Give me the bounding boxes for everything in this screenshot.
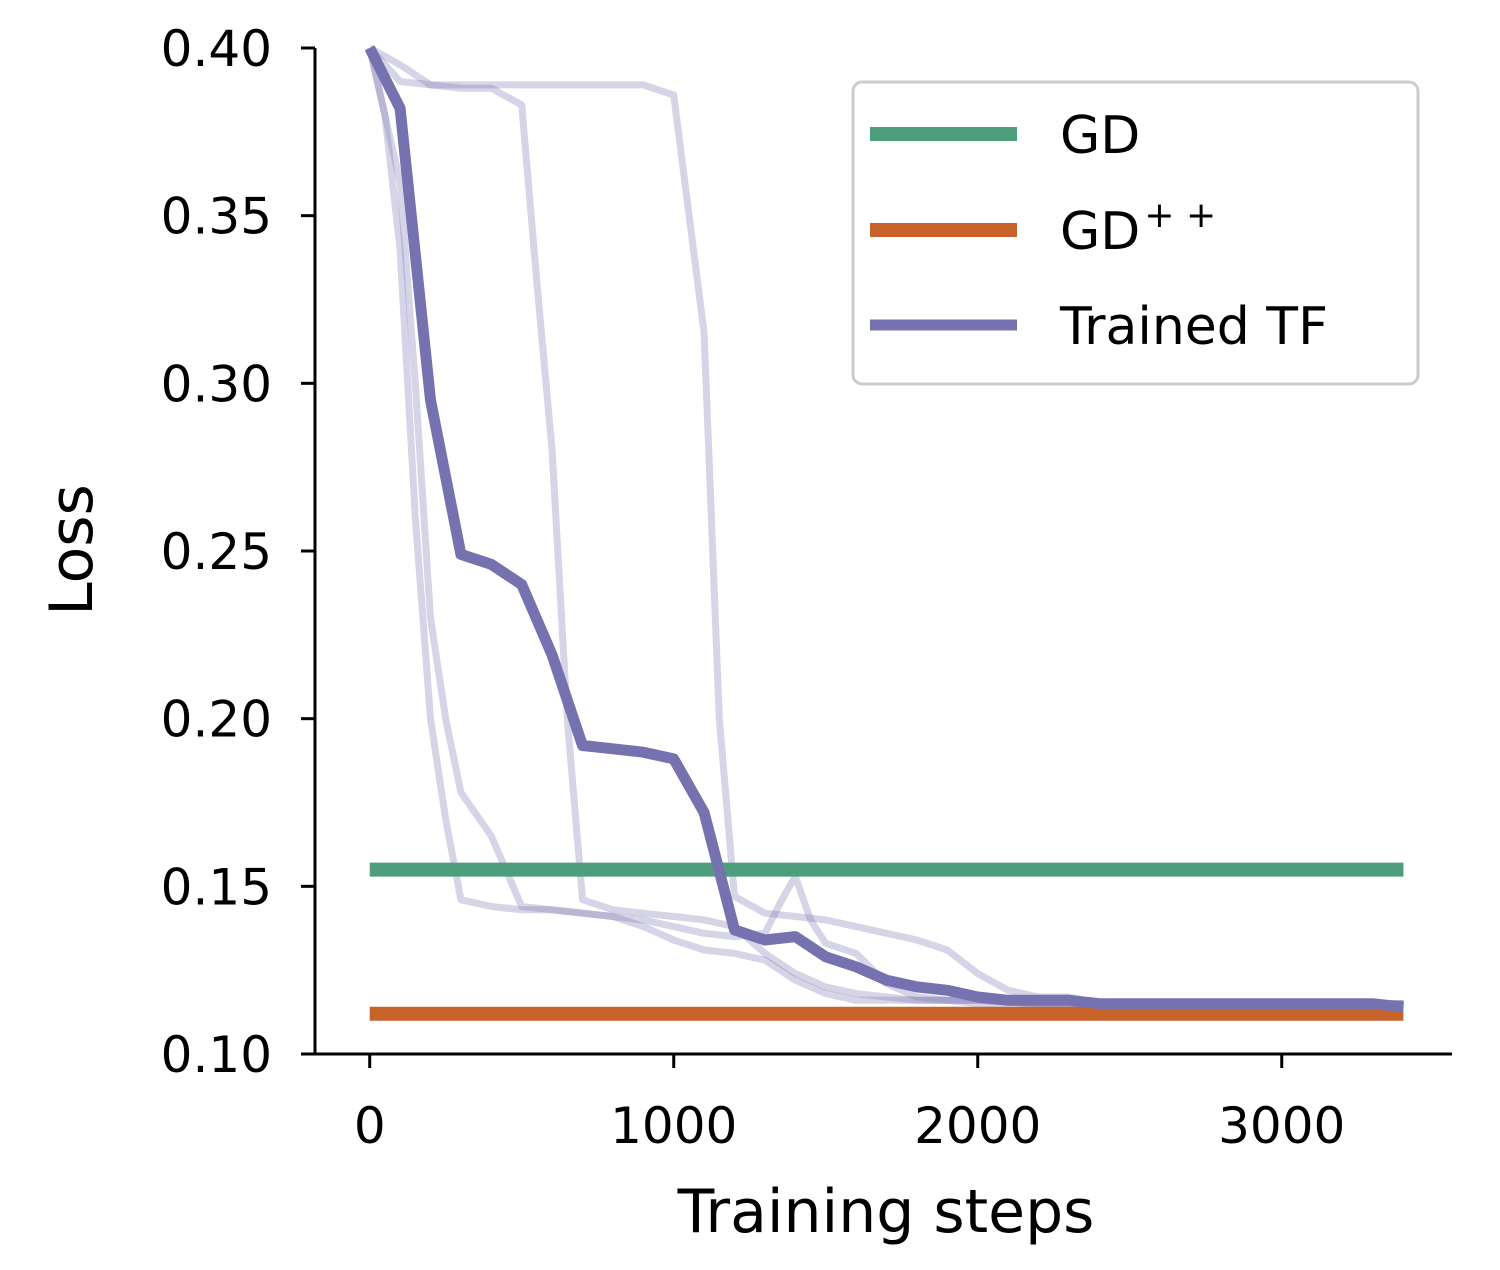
y-tick-label: 0.25 xyxy=(161,523,272,581)
y-axis-title: Loss xyxy=(37,484,107,616)
x-tick-label: 3000 xyxy=(1218,1097,1345,1155)
legend-label-superscript: + + xyxy=(1144,195,1216,236)
series-lines xyxy=(364,45,1405,1021)
y-tick-label: 0.40 xyxy=(161,20,272,78)
legend-label: GD xyxy=(1060,106,1140,166)
y-tick-label: 0.10 xyxy=(161,1026,272,1084)
tick-marks-and-labels: 0.10 0.15 0.20 0.25 0.30 0.35 0.40 0 1000 2000 300… xyxy=(161,20,1346,1155)
y-tick-label: 0.20 xyxy=(161,691,272,749)
x-tick-label: 0 xyxy=(354,1097,386,1155)
x-tick-label: 2000 xyxy=(914,1097,1041,1155)
series-line-3 xyxy=(364,45,1405,1013)
y-tick-label: 0.35 xyxy=(161,188,272,246)
x-axis-title: Training steps xyxy=(677,1177,1095,1247)
x-tick-label: 1000 xyxy=(610,1097,737,1155)
legend-box xyxy=(851,80,1420,386)
y-tick-label: 0.15 xyxy=(161,858,272,916)
y-tick-label: 0.30 xyxy=(161,355,272,413)
legend-label: Trained TF xyxy=(1059,297,1328,357)
